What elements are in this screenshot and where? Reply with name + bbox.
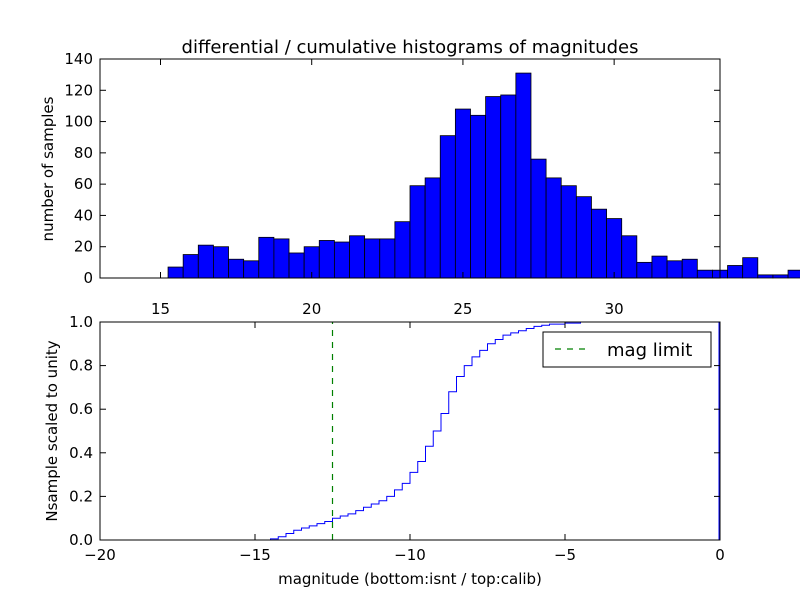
histogram-bar — [591, 208, 607, 279]
histogram-bar — [500, 94, 517, 279]
bottom-y-tick-label: 1.0 — [69, 313, 93, 331]
legend-label-mag-limit: mag limit — [607, 340, 692, 361]
top-y-tick-label: 120 — [64, 81, 93, 99]
top-y-tick-label: 20 — [74, 238, 93, 256]
bottom-x-tick-label: −15 — [239, 546, 271, 564]
cumulative-lines — [100, 321, 720, 541]
top-y-tick-label: 80 — [74, 144, 93, 162]
histogram-bar — [621, 235, 638, 279]
top-y-tick-label: 100 — [64, 113, 93, 131]
histogram-bar — [545, 177, 562, 279]
cumulative-step-line — [100, 321, 720, 541]
histogram-bar — [379, 238, 396, 279]
histogram-bar — [606, 218, 623, 279]
top-y-tick-label: 40 — [74, 206, 93, 224]
bottom-x-tick-label: −20 — [84, 546, 116, 564]
top-y-tick-label: 0 — [83, 269, 93, 287]
bottom-plot-frame — [99, 321, 721, 541]
histogram-bar — [409, 185, 426, 279]
histogram-bar — [530, 158, 547, 279]
histogram-bar — [560, 185, 577, 279]
top-y-tick-label: 140 — [64, 50, 93, 68]
histogram-bar — [364, 238, 381, 279]
top-axes: 0 20 40 60 80 100 120 140 15 20 25 30 — [64, 50, 720, 318]
bottom-x-axis-label: magnitude (bottom:isnt / top:calib) — [278, 570, 542, 588]
bottom-y-tick-label: 0.6 — [69, 400, 93, 418]
top-x-tick-label: 30 — [605, 300, 624, 318]
histogram-bar — [515, 72, 532, 279]
histogram-bar — [273, 238, 290, 279]
bottom-y-tick-label: 0.8 — [69, 357, 93, 375]
histogram-bar — [651, 255, 668, 279]
top-x-tick-label: 20 — [302, 300, 321, 318]
top-y-tick-label: 60 — [74, 175, 93, 193]
chart-title: differential / cumulative histograms of … — [182, 37, 639, 58]
bottom-x-tick-label: −10 — [394, 546, 426, 564]
top-x-tick-label: 25 — [453, 300, 472, 318]
histogram-bar — [182, 254, 199, 279]
histogram-bar — [742, 257, 759, 279]
histogram-panel: differential / cumulative histograms of … — [39, 37, 800, 318]
histogram-bar — [681, 258, 698, 279]
legend: mag limit — [542, 331, 712, 368]
histogram-bar — [197, 244, 214, 279]
histogram-bar — [485, 96, 502, 279]
histogram-bar — [349, 235, 366, 279]
bottom-x-tick-label: −5 — [554, 546, 576, 564]
top-y-axis-label: number of samples — [39, 96, 57, 241]
histogram-bar — [636, 261, 653, 279]
histogram-bar — [772, 274, 789, 279]
bottom-y-tick-label: 0.0 — [69, 531, 93, 549]
bottom-x-tick-label: 0 — [715, 546, 725, 564]
histogram-bar — [258, 236, 275, 279]
bottom-y-axis-label: Nsample scaled to unity — [43, 340, 61, 521]
top-plot-frame — [99, 58, 721, 279]
bottom-y-tick-label: 0.4 — [69, 444, 93, 462]
histogram-bar — [757, 274, 774, 279]
bottom-y-tick-label: 0.2 — [69, 487, 93, 505]
histogram-bar — [470, 114, 487, 279]
histogram-bar — [439, 135, 456, 279]
histogram-bar — [696, 269, 713, 279]
histogram-bar — [787, 269, 800, 279]
histogram-bar — [167, 266, 184, 279]
histogram-bar — [288, 252, 305, 279]
histogram-bar — [243, 260, 260, 279]
histogram-bar — [666, 260, 683, 279]
histogram-bar — [228, 258, 245, 279]
cumulative-panel: Nsample scaled to unity magnitude (botto… — [43, 313, 725, 588]
histogram-bar — [213, 246, 229, 279]
histogram-bar — [333, 241, 350, 279]
top-x-tick-label: 15 — [151, 300, 170, 318]
histogram-bar — [454, 108, 471, 279]
bottom-axes: 0.0 0.2 0.4 0.6 0.8 1.0 −20 −15 −10 −5 0 — [69, 313, 725, 564]
histogram-bar — [575, 196, 592, 279]
histogram-bar — [318, 240, 335, 279]
histogram-bar — [727, 265, 744, 279]
histogram-bar — [424, 177, 441, 279]
histogram-bar — [394, 221, 411, 279]
